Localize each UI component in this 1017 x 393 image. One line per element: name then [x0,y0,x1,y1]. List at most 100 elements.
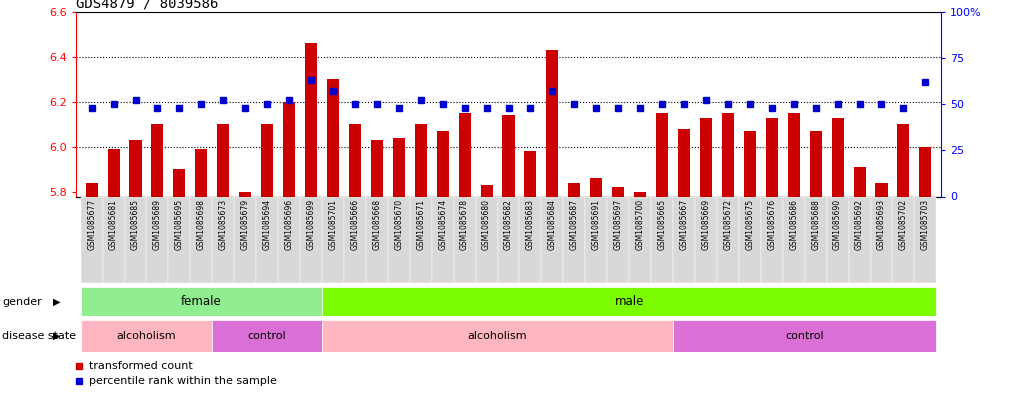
Text: disease state: disease state [2,331,76,341]
Text: GSM1085691: GSM1085691 [592,199,601,250]
Text: GSM1085700: GSM1085700 [636,199,645,250]
Bar [656,113,668,196]
Bar [322,320,673,352]
Bar [700,118,712,196]
Bar [695,196,717,283]
Text: GSM1085680: GSM1085680 [482,199,491,250]
Bar [108,149,120,196]
Text: ▶: ▶ [53,297,60,307]
Bar [586,196,607,283]
Text: transformed count: transformed count [89,361,193,371]
Bar [476,196,497,283]
Bar [717,196,739,283]
Bar [761,196,783,283]
Text: GSM1085683: GSM1085683 [526,199,535,250]
Bar [80,196,103,283]
Bar [146,196,169,283]
Bar [459,113,471,196]
Bar [541,196,563,283]
Text: GSM1085675: GSM1085675 [745,199,755,250]
Text: GSM1085681: GSM1085681 [109,199,118,250]
Bar [810,131,822,196]
Bar [722,113,734,196]
Bar [853,167,865,196]
Text: GSM1085696: GSM1085696 [285,199,294,250]
Bar [520,196,541,283]
Text: control: control [248,331,287,341]
Bar [124,196,146,283]
Bar [630,196,651,283]
Bar [103,196,124,283]
Text: GSM1085699: GSM1085699 [306,199,315,250]
Bar [876,183,888,196]
Bar [804,196,827,283]
Text: GSM1085697: GSM1085697 [613,199,622,250]
Bar [218,125,229,196]
Bar [300,196,322,283]
Bar [85,183,98,196]
Bar [173,169,185,196]
Bar [480,185,492,196]
Bar [848,196,871,283]
Bar [766,118,778,196]
Bar [371,140,382,196]
Bar [497,196,520,283]
Text: GSM1085665: GSM1085665 [658,199,666,250]
Bar [635,192,646,196]
Bar [152,125,164,196]
Text: GSM1085684: GSM1085684 [548,199,557,250]
Bar [415,125,427,196]
Bar [525,151,537,196]
Bar [590,178,602,196]
Bar [743,131,756,196]
Bar [563,196,586,283]
Bar [256,196,278,283]
Bar [827,196,848,283]
Bar [387,196,410,283]
Bar [234,196,256,283]
Bar [832,118,844,196]
Bar [190,196,213,283]
Text: gender: gender [2,297,42,307]
Text: percentile rank within the sample: percentile rank within the sample [89,376,277,386]
Text: GSM1085667: GSM1085667 [679,199,689,250]
Text: GSM1085688: GSM1085688 [812,199,820,250]
Text: GSM1085694: GSM1085694 [262,199,272,250]
Bar [80,320,213,352]
Text: GSM1085677: GSM1085677 [87,199,97,250]
Bar [239,192,251,196]
Text: GSM1085671: GSM1085671 [416,199,425,250]
Text: alcoholism: alcoholism [468,331,528,341]
Bar [326,79,339,196]
Bar [213,196,234,283]
Text: GSM1085670: GSM1085670 [395,199,404,250]
Text: ▶: ▶ [53,331,60,341]
Bar [349,125,361,196]
Text: GSM1085674: GSM1085674 [438,199,447,250]
Text: GSM1085687: GSM1085687 [570,199,579,250]
Text: GSM1085701: GSM1085701 [328,199,338,250]
Bar [213,320,322,352]
Text: GSM1085669: GSM1085669 [702,199,711,250]
Text: control: control [785,331,824,341]
Bar [612,187,624,196]
Bar [261,125,274,196]
Text: GSM1085685: GSM1085685 [131,199,140,250]
Text: GSM1085703: GSM1085703 [920,199,930,250]
Bar [454,196,476,283]
Text: GSM1085702: GSM1085702 [899,199,908,250]
Bar [80,287,322,316]
Bar [651,196,673,283]
Text: GSM1085692: GSM1085692 [855,199,864,250]
Bar [322,287,937,316]
Text: GSM1085695: GSM1085695 [175,199,184,250]
Text: female: female [181,295,222,308]
Text: GSM1085668: GSM1085668 [372,199,381,250]
Bar [739,196,761,283]
Bar [914,196,937,283]
Bar [897,125,909,196]
Text: GSM1085672: GSM1085672 [723,199,732,250]
Text: alcoholism: alcoholism [117,331,176,341]
Text: GSM1085679: GSM1085679 [241,199,250,250]
Bar [305,43,317,196]
